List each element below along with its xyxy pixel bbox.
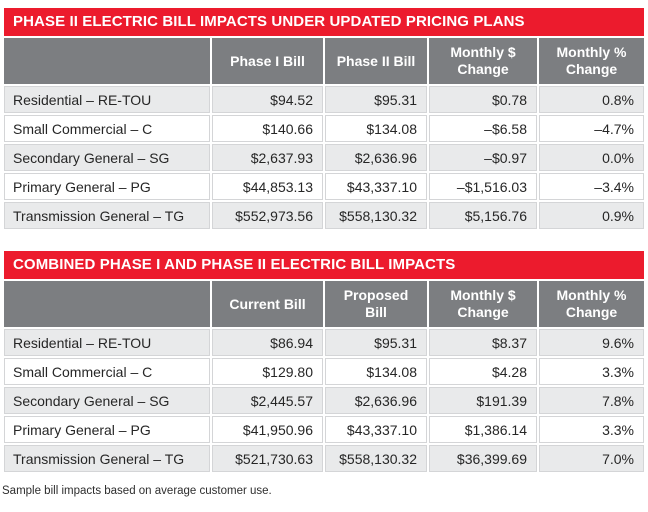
value-cell: $552,973.56 [212, 202, 323, 229]
value-cell: 3.3% [539, 416, 644, 443]
value-cell: 7.0% [539, 445, 644, 472]
row-label: Small Commercial – C [4, 115, 210, 142]
value-cell: $521,730.63 [212, 445, 323, 472]
header-row: Phase I Bill Phase II Bill Monthly $ Cha… [4, 38, 644, 84]
value-cell: $140.66 [212, 115, 323, 142]
value-cell: –$0.97 [429, 144, 537, 171]
value-cell: $4.28 [429, 358, 537, 385]
phase2-impacts-section: PHASE II ELECTRIC BILL IMPACTS UNDER UPD… [4, 8, 644, 231]
column-header-empty [4, 281, 210, 327]
value-cell: –$1,516.03 [429, 173, 537, 200]
column-header-monthly-percent-change: Monthly % Change [539, 281, 644, 327]
row-label: Secondary General – SG [4, 387, 210, 414]
value-cell: $2,636.96 [325, 144, 427, 171]
column-header-phase2-bill: Phase II Bill [325, 38, 427, 84]
value-cell: $95.31 [325, 86, 427, 113]
row-label: Residential – RE-TOU [4, 329, 210, 356]
table-row: Transmission General – TG $521,730.63 $5… [4, 445, 644, 472]
value-cell: –3.4% [539, 173, 644, 200]
value-cell: 0.0% [539, 144, 644, 171]
value-cell: 9.6% [539, 329, 644, 356]
value-cell: $2,445.57 [212, 387, 323, 414]
table-row: Secondary General – SG $2,637.93 $2,636.… [4, 144, 644, 171]
combined-impacts-table: Current Bill Proposed Bill Monthly $ Cha… [2, 279, 646, 474]
value-cell: 3.3% [539, 358, 644, 385]
row-label: Primary General – PG [4, 416, 210, 443]
row-label: Transmission General – TG [4, 445, 210, 472]
column-header-current-bill: Current Bill [212, 281, 323, 327]
footnote: Sample bill impacts based on average cus… [2, 485, 272, 497]
row-label: Secondary General – SG [4, 144, 210, 171]
phase2-title-bar: PHASE II ELECTRIC BILL IMPACTS UNDER UPD… [4, 8, 644, 36]
combined-impacts-section: COMBINED PHASE I AND PHASE II ELECTRIC B… [4, 251, 644, 474]
value-cell: $558,130.32 [325, 445, 427, 472]
value-cell: $94.52 [212, 86, 323, 113]
value-cell: $0.78 [429, 86, 537, 113]
value-cell: $134.08 [325, 115, 427, 142]
value-cell: $558,130.32 [325, 202, 427, 229]
table-row: Transmission General – TG $552,973.56 $5… [4, 202, 644, 229]
phase2-impacts-table: Phase I Bill Phase II Bill Monthly $ Cha… [2, 36, 646, 231]
value-cell: $1,386.14 [429, 416, 537, 443]
table-row: Residential – RE-TOU $86.94 $95.31 $8.37… [4, 329, 644, 356]
table-row: Primary General – PG $44,853.13 $43,337.… [4, 173, 644, 200]
value-cell: $5,156.76 [429, 202, 537, 229]
value-cell: 7.8% [539, 387, 644, 414]
value-cell: $43,337.10 [325, 416, 427, 443]
table-row: Small Commercial – C $140.66 $134.08 –$6… [4, 115, 644, 142]
column-header-monthly-percent-change: Monthly % Change [539, 38, 644, 84]
row-label: Small Commercial – C [4, 358, 210, 385]
row-label: Primary General – PG [4, 173, 210, 200]
table-row: Primary General – PG $41,950.96 $43,337.… [4, 416, 644, 443]
row-label: Transmission General – TG [4, 202, 210, 229]
row-label: Residential – RE-TOU [4, 86, 210, 113]
header-row: Current Bill Proposed Bill Monthly $ Cha… [4, 281, 644, 327]
value-cell: –4.7% [539, 115, 644, 142]
table-row: Small Commercial – C $129.80 $134.08 $4.… [4, 358, 644, 385]
page: PHASE II ELECTRIC BILL IMPACTS UNDER UPD… [2, 8, 644, 497]
value-cell: $41,950.96 [212, 416, 323, 443]
column-header-monthly-dollar-change: Monthly $ Change [429, 281, 537, 327]
value-cell: $44,853.13 [212, 173, 323, 200]
table-row: Secondary General – SG $2,445.57 $2,636.… [4, 387, 644, 414]
value-cell: $8.37 [429, 329, 537, 356]
value-cell: 0.8% [539, 86, 644, 113]
column-header-proposed-bill: Proposed Bill [325, 281, 427, 327]
column-header-empty [4, 38, 210, 84]
combined-title-bar: COMBINED PHASE I AND PHASE II ELECTRIC B… [4, 251, 644, 279]
table-row: Residential – RE-TOU $94.52 $95.31 $0.78… [4, 86, 644, 113]
value-cell: $129.80 [212, 358, 323, 385]
value-cell: $86.94 [212, 329, 323, 356]
value-cell: $36,399.69 [429, 445, 537, 472]
column-header-phase1-bill: Phase I Bill [212, 38, 323, 84]
column-header-monthly-dollar-change: Monthly $ Change [429, 38, 537, 84]
value-cell: $2,636.96 [325, 387, 427, 414]
value-cell: 0.9% [539, 202, 644, 229]
value-cell: $43,337.10 [325, 173, 427, 200]
value-cell: $2,637.93 [212, 144, 323, 171]
value-cell: $134.08 [325, 358, 427, 385]
value-cell: –$6.58 [429, 115, 537, 142]
value-cell: $191.39 [429, 387, 537, 414]
value-cell: $95.31 [325, 329, 427, 356]
